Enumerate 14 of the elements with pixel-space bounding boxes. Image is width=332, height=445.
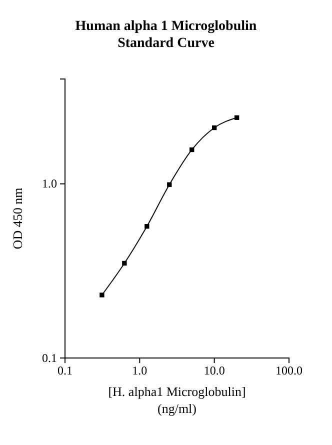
y-axis-title: OD 450 nm xyxy=(10,188,25,250)
point xyxy=(212,125,217,130)
x-tick-label: 100.0 xyxy=(276,364,302,378)
point xyxy=(234,115,240,120)
chart-title: Human alpha 1 Microglobulin Standard Curve xyxy=(75,19,257,51)
point xyxy=(100,292,104,298)
x-axis-title: [H. alpha1 Microglobulin] (ng/ml) xyxy=(108,384,246,416)
x-tick-label: 0.1 xyxy=(58,364,72,378)
point xyxy=(190,147,194,152)
point xyxy=(122,260,127,266)
point xyxy=(144,224,150,229)
x-tick-label: 1.0 xyxy=(132,364,148,378)
point xyxy=(167,182,172,187)
x-tick-label: 10.0 xyxy=(204,364,225,378)
